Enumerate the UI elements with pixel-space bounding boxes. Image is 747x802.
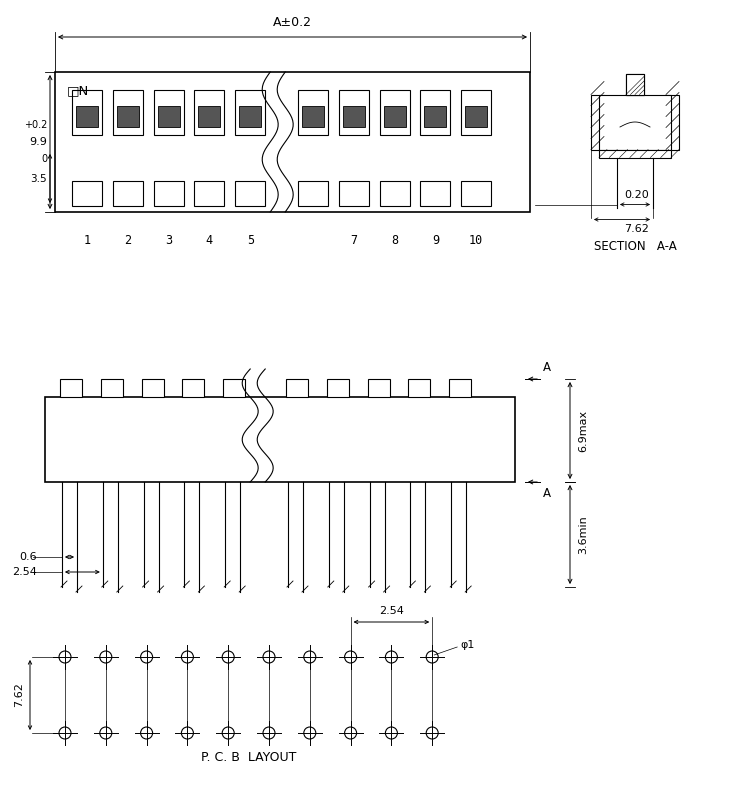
Text: 8: 8	[391, 234, 398, 247]
Text: φ1: φ1	[460, 640, 474, 650]
Bar	[154, 181, 184, 206]
Text: A±0.2: A±0.2	[273, 16, 312, 29]
Bar	[298, 90, 328, 135]
Bar	[142, 379, 164, 397]
Bar	[101, 379, 123, 397]
Bar	[379, 181, 409, 206]
Text: 9: 9	[432, 234, 439, 247]
Bar	[626, 75, 644, 95]
Text: 2.54: 2.54	[379, 606, 404, 616]
Text: +0.2: +0.2	[24, 120, 47, 130]
Bar	[199, 107, 220, 127]
Text: 2: 2	[124, 234, 131, 247]
Text: 9.9: 9.9	[29, 137, 47, 147]
Text: 7.62: 7.62	[14, 683, 24, 707]
Bar	[158, 107, 179, 127]
Bar	[113, 181, 143, 206]
Bar	[339, 181, 369, 206]
Text: 2.54: 2.54	[12, 567, 37, 577]
Bar	[384, 107, 406, 127]
Bar	[72, 90, 102, 135]
Bar	[302, 107, 324, 127]
Text: 5: 5	[247, 234, 254, 247]
Text: 4: 4	[206, 234, 213, 247]
Bar	[591, 95, 604, 149]
Bar	[286, 379, 308, 397]
Text: 10: 10	[469, 234, 483, 247]
Bar	[465, 107, 487, 127]
Bar	[194, 90, 224, 135]
Bar	[339, 90, 369, 135]
Bar	[379, 90, 409, 135]
Text: 3: 3	[165, 234, 172, 247]
Bar	[235, 90, 265, 135]
Bar	[45, 397, 515, 482]
Text: 7.62: 7.62	[624, 224, 649, 233]
Bar	[235, 181, 265, 206]
Text: □N: □N	[67, 84, 89, 97]
Bar	[182, 379, 205, 397]
Text: 0: 0	[41, 154, 47, 164]
Text: 1: 1	[84, 234, 90, 247]
Text: 7: 7	[350, 234, 357, 247]
Bar	[599, 149, 671, 157]
Bar	[113, 90, 143, 135]
Bar	[223, 379, 245, 397]
Bar	[298, 181, 328, 206]
Bar	[76, 107, 98, 127]
Bar	[239, 107, 261, 127]
Text: A: A	[543, 361, 551, 374]
Bar	[194, 181, 224, 206]
Bar	[72, 181, 102, 206]
Text: SECTION   A-A: SECTION A-A	[594, 240, 676, 253]
Text: 6.9max: 6.9max	[578, 410, 588, 452]
Text: P. C. B  LAYOUT: P. C. B LAYOUT	[201, 751, 297, 764]
Bar	[154, 90, 184, 135]
Bar	[421, 181, 450, 206]
Text: 0.6: 0.6	[19, 552, 37, 562]
Bar	[60, 379, 82, 397]
Bar	[461, 90, 492, 135]
Text: A: A	[543, 487, 551, 500]
Text: 3.6min: 3.6min	[578, 515, 588, 554]
Bar	[626, 75, 644, 95]
Bar	[368, 379, 390, 397]
Bar	[421, 90, 450, 135]
Bar	[449, 379, 471, 397]
Bar	[424, 107, 447, 127]
Bar	[599, 95, 671, 149]
Bar	[666, 95, 679, 149]
Text: 0.20: 0.20	[624, 189, 649, 200]
Bar	[326, 379, 349, 397]
Bar	[461, 181, 492, 206]
Bar	[55, 72, 530, 212]
Bar	[117, 107, 139, 127]
Text: 3.5: 3.5	[31, 173, 47, 184]
Bar	[409, 379, 430, 397]
Bar	[343, 107, 365, 127]
